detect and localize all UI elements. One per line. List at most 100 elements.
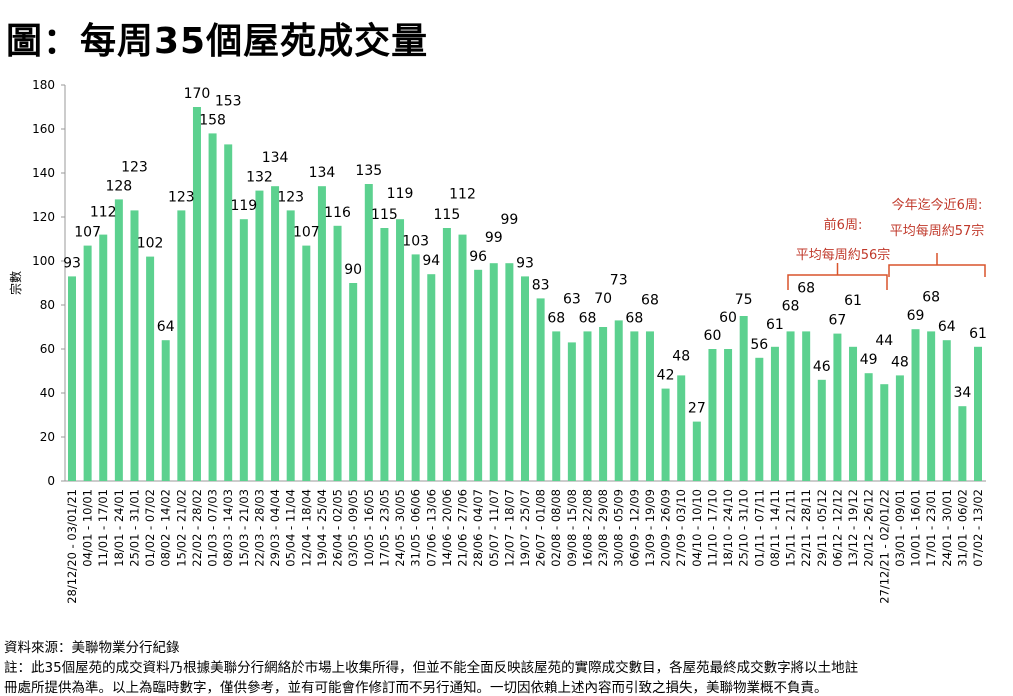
x-tick-label: 20/09 - 26/09 [659,489,673,567]
x-tick-label: 27/12/21 - 02/01/22 [877,489,891,604]
data-label: 42 [657,368,675,384]
y-tick-label: 40 [40,386,55,400]
data-label: 107 [293,225,320,241]
data-label: 134 [309,165,336,181]
annotation-bracket [787,263,888,290]
data-label: 90 [344,262,362,278]
bar [755,357,764,481]
y-tick-label: 160 [32,122,55,136]
data-label: 56 [750,337,768,353]
data-label: 132 [246,170,273,186]
bar [224,144,233,481]
x-tick-label: 21/06 - 27/06 [456,489,470,567]
bar [411,254,420,481]
bar [614,320,623,481]
bar [895,375,904,481]
annotation-text: 今年迄今近6周: [892,197,983,213]
x-tick-label: 01/03 - 07/03 [206,489,220,567]
bar [927,331,936,481]
x-tick-label: 12/04 - 18/04 [299,489,313,567]
x-tick-label: 25/01 - 31/01 [127,489,141,567]
x-tick-label: 03/05 - 09/05 [346,489,360,567]
y-tick-label: 120 [32,210,55,224]
annotation-text: 平均每周約57宗 [890,223,985,239]
data-label: 64 [938,319,956,335]
bar [661,388,670,481]
data-label: 61 [766,317,784,333]
x-tick-label: 31/05 - 06/06 [409,489,423,567]
x-tick-label: 12/07 - 18/07 [502,489,516,567]
bar [396,219,405,481]
x-tick-label: 07/06 - 13/06 [424,489,438,567]
bar [427,274,436,481]
disclaimer-line-1: 註：此35個屋苑的成交資料乃根據美聯分行網絡於市場上收集所得，但並不能全面反映該… [4,660,859,676]
x-tick-label: 28/06 - 04/07 [471,489,485,567]
x-tick-label: 10/05 - 16/05 [362,489,376,567]
bar [942,340,951,481]
bar [645,331,654,481]
x-tick-label: 22/03 - 28/03 [252,489,266,567]
bar [239,219,248,481]
x-tick-label: 15/03 - 21/03 [237,489,251,567]
data-label: 63 [563,291,581,307]
x-tick-label: 22/02 - 28/02 [190,489,204,567]
bar [567,342,576,481]
data-label: 60 [704,328,722,344]
bar [974,346,982,481]
data-label: 119 [230,198,257,214]
bar [849,346,858,481]
y-tick-label: 80 [40,298,55,312]
x-tick-label: 14/06 - 20/06 [440,489,454,567]
data-label: 128 [105,178,132,194]
bar [911,329,920,481]
annotation-text: 平均每周約56宗 [796,247,891,263]
data-label: 46 [813,359,831,375]
bar [692,421,701,481]
x-tick-label: 13/09 - 19/09 [643,489,657,567]
data-label: 107 [74,225,101,241]
disclaimer-line-2: 冊處所提供為準。以上為臨時數字，僅供參考，並有可能會作修訂而不另行通知。一切因依… [4,680,828,696]
data-label: 75 [735,292,753,308]
x-tick-label: 26/07 - 01/08 [534,489,548,567]
bar [583,331,592,481]
data-label: 99 [485,230,503,246]
data-label: 135 [355,163,382,179]
bar [302,245,311,481]
x-tick-label: 05/04 - 11/04 [284,489,298,567]
bar [208,133,217,481]
data-label: 112 [90,205,117,221]
x-tick-label: 15/11 - 21/11 [784,489,798,567]
x-tick-label: 17/01 - 23/01 [924,489,938,567]
data-label: 99 [500,212,518,228]
x-tick-label: 31/01 - 06/02 [955,489,969,567]
x-tick-label: 29/03 - 04/04 [268,489,282,567]
bar [786,331,795,481]
y-tick-label: 180 [32,78,55,92]
bar [68,276,76,481]
bar [599,327,608,481]
annotation-text: 前6周: [824,217,863,233]
data-label: 115 [434,207,461,223]
data-label: 134 [262,150,289,166]
data-label: 48 [672,348,690,364]
data-label: 119 [387,186,414,202]
data-label: 170 [184,86,211,102]
data-label: 67 [828,313,846,329]
y-tick-label: 100 [32,254,55,268]
bar [130,210,139,481]
bar [146,256,155,481]
y-tick-label: 140 [32,166,55,180]
bar [708,349,717,481]
x-tick-label: 25/10 - 31/10 [737,489,751,567]
data-label: 123 [168,189,195,205]
x-tick-label: 23/08 - 29/08 [596,489,610,567]
data-label: 102 [137,236,164,252]
data-label: 123 [121,159,148,175]
bar [880,384,889,481]
y-axis-label: 宗數 [8,271,23,295]
bar [817,379,826,481]
bar [833,333,842,481]
chart-title: 圖：每周35個屋苑成交量 [6,21,429,62]
data-label: 158 [199,112,226,128]
data-label: 68 [625,310,643,326]
